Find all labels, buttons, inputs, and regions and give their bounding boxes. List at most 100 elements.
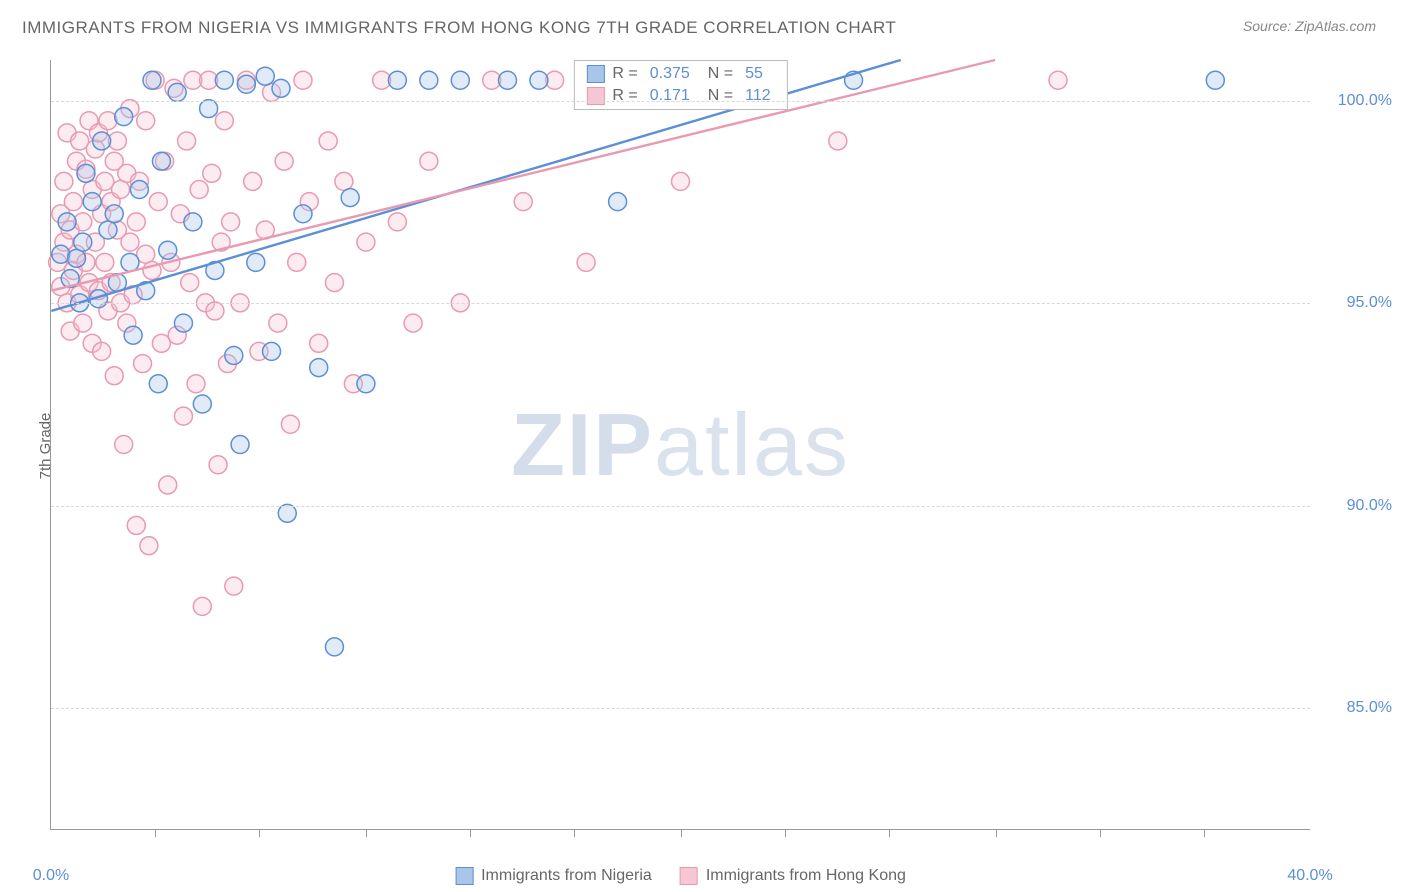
data-point <box>498 71 516 89</box>
legend-n-value-nigeria: 55 <box>741 65 767 83</box>
data-point <box>83 193 101 211</box>
data-point <box>388 71 406 89</box>
x-tick <box>155 829 156 837</box>
gridline <box>51 708 1310 709</box>
data-point <box>357 233 375 251</box>
y-tick-label: 90.0% <box>1347 497 1392 515</box>
data-point <box>55 172 73 190</box>
series-name-nigeria: Immigrants from Nigeria <box>481 867 652 885</box>
legend-n-label: N = <box>708 87 733 105</box>
data-point <box>193 395 211 413</box>
data-point <box>294 71 312 89</box>
stats-legend: R = 0.375 N = 55 R = 0.171 N = 112 <box>573 60 787 110</box>
data-point <box>96 253 114 271</box>
legend-swatch-nigeria <box>586 65 604 83</box>
legend-r-label: R = <box>612 65 637 83</box>
data-point <box>209 456 227 474</box>
data-point <box>325 638 343 656</box>
data-point <box>134 355 152 373</box>
data-point <box>143 71 161 89</box>
data-point <box>514 193 532 211</box>
data-point <box>244 172 262 190</box>
data-point <box>310 334 328 352</box>
series-legend-nigeria: Immigrants from Nigeria <box>455 867 652 885</box>
series-legend-hongkong: Immigrants from Hong Kong <box>680 867 906 885</box>
data-point <box>829 132 847 150</box>
data-point <box>420 71 438 89</box>
data-point <box>115 108 133 126</box>
x-tick <box>785 829 786 837</box>
series-name-hongkong: Immigrants from Hong Kong <box>706 867 906 885</box>
data-point <box>215 112 233 130</box>
chart-title: IMMIGRANTS FROM NIGERIA VS IMMIGRANTS FR… <box>22 18 896 38</box>
data-point <box>137 112 155 130</box>
data-point <box>58 213 76 231</box>
data-point <box>187 375 205 393</box>
data-point <box>74 233 92 251</box>
data-point <box>99 221 117 239</box>
data-point <box>1206 71 1224 89</box>
data-point <box>152 152 170 170</box>
stats-legend-row-hongkong: R = 0.171 N = 112 <box>574 85 786 107</box>
data-point <box>388 213 406 231</box>
data-point <box>115 436 133 454</box>
data-point <box>231 436 249 454</box>
data-point <box>294 205 312 223</box>
x-tick <box>366 829 367 837</box>
data-point <box>127 213 145 231</box>
legend-r-value-nigeria: 0.375 <box>646 65 694 83</box>
data-point <box>168 83 186 101</box>
data-point <box>672 172 690 190</box>
data-point <box>256 67 274 85</box>
data-point <box>174 314 192 332</box>
data-point <box>140 537 158 555</box>
data-point <box>451 71 469 89</box>
legend-swatch-hongkong-icon <box>680 867 698 885</box>
data-point <box>121 253 139 271</box>
data-point <box>237 75 255 93</box>
data-point <box>288 253 306 271</box>
legend-swatch-hongkong <box>586 87 604 105</box>
legend-r-label: R = <box>612 87 637 105</box>
y-tick-label: 95.0% <box>1347 294 1392 312</box>
x-tick <box>259 829 260 837</box>
x-tick <box>1100 829 1101 837</box>
data-point <box>225 577 243 595</box>
data-point <box>159 476 177 494</box>
data-point <box>174 407 192 425</box>
data-point <box>93 342 111 360</box>
data-point <box>1049 71 1067 89</box>
data-point <box>577 253 595 271</box>
data-point <box>178 132 196 150</box>
data-point <box>93 132 111 150</box>
data-point <box>184 213 202 231</box>
x-tick <box>681 829 682 837</box>
data-point <box>420 152 438 170</box>
data-point <box>272 79 290 97</box>
legend-r-value-hongkong: 0.171 <box>646 87 694 105</box>
data-point <box>530 71 548 89</box>
data-point <box>77 164 95 182</box>
data-point <box>124 326 142 344</box>
data-point <box>190 181 208 199</box>
data-point <box>149 375 167 393</box>
y-tick-label: 85.0% <box>1347 699 1392 717</box>
x-tick <box>574 829 575 837</box>
data-point <box>263 342 281 360</box>
data-point <box>319 132 337 150</box>
x-tick <box>889 829 890 837</box>
data-point <box>278 504 296 522</box>
data-point <box>341 189 359 207</box>
data-point <box>105 367 123 385</box>
data-point <box>275 152 293 170</box>
scatter-chart <box>51 60 1310 829</box>
data-point <box>225 346 243 364</box>
data-point <box>127 516 145 534</box>
data-point <box>105 205 123 223</box>
data-point <box>200 100 218 118</box>
data-point <box>269 314 287 332</box>
data-point <box>247 253 265 271</box>
legend-swatch-nigeria-icon <box>455 867 473 885</box>
trend-line <box>51 60 995 291</box>
data-point <box>325 274 343 292</box>
